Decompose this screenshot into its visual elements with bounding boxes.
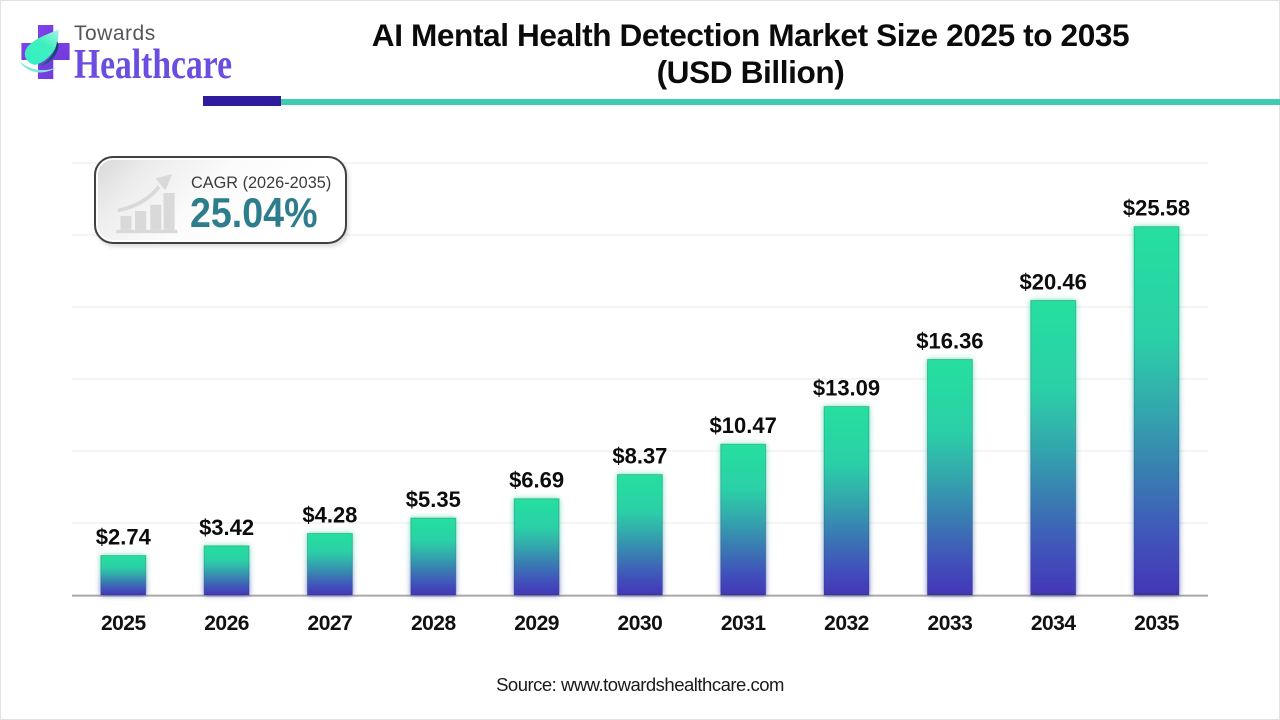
svg-text:2030: 2030 bbox=[618, 612, 663, 635]
svg-text:$5.35: $5.35 bbox=[406, 487, 461, 512]
svg-text:2033: 2033 bbox=[928, 612, 973, 635]
svg-text:2025: 2025 bbox=[101, 612, 147, 635]
svg-text:$20.46: $20.46 bbox=[1020, 269, 1087, 294]
svg-text:$10.47: $10.47 bbox=[710, 413, 777, 438]
svg-text:$13.09: $13.09 bbox=[813, 376, 880, 401]
svg-text:$3.42: $3.42 bbox=[199, 515, 254, 540]
svg-text:$6.69: $6.69 bbox=[509, 468, 564, 493]
svg-text:2029: 2029 bbox=[514, 612, 559, 635]
svg-text:2034: 2034 bbox=[1031, 612, 1077, 635]
svg-text:2032: 2032 bbox=[824, 612, 869, 635]
svg-text:2031: 2031 bbox=[721, 612, 767, 635]
svg-text:2026: 2026 bbox=[204, 612, 249, 635]
svg-text:2027: 2027 bbox=[308, 612, 353, 635]
svg-text:2035: 2035 bbox=[1134, 612, 1180, 635]
svg-text:2028: 2028 bbox=[411, 612, 457, 635]
svg-text:$25.58: $25.58 bbox=[1123, 196, 1190, 221]
svg-text:$8.37: $8.37 bbox=[612, 444, 667, 469]
svg-text:$4.28: $4.28 bbox=[302, 502, 357, 527]
svg-text:$2.74: $2.74 bbox=[96, 525, 152, 550]
svg-text:$16.36: $16.36 bbox=[916, 328, 983, 353]
